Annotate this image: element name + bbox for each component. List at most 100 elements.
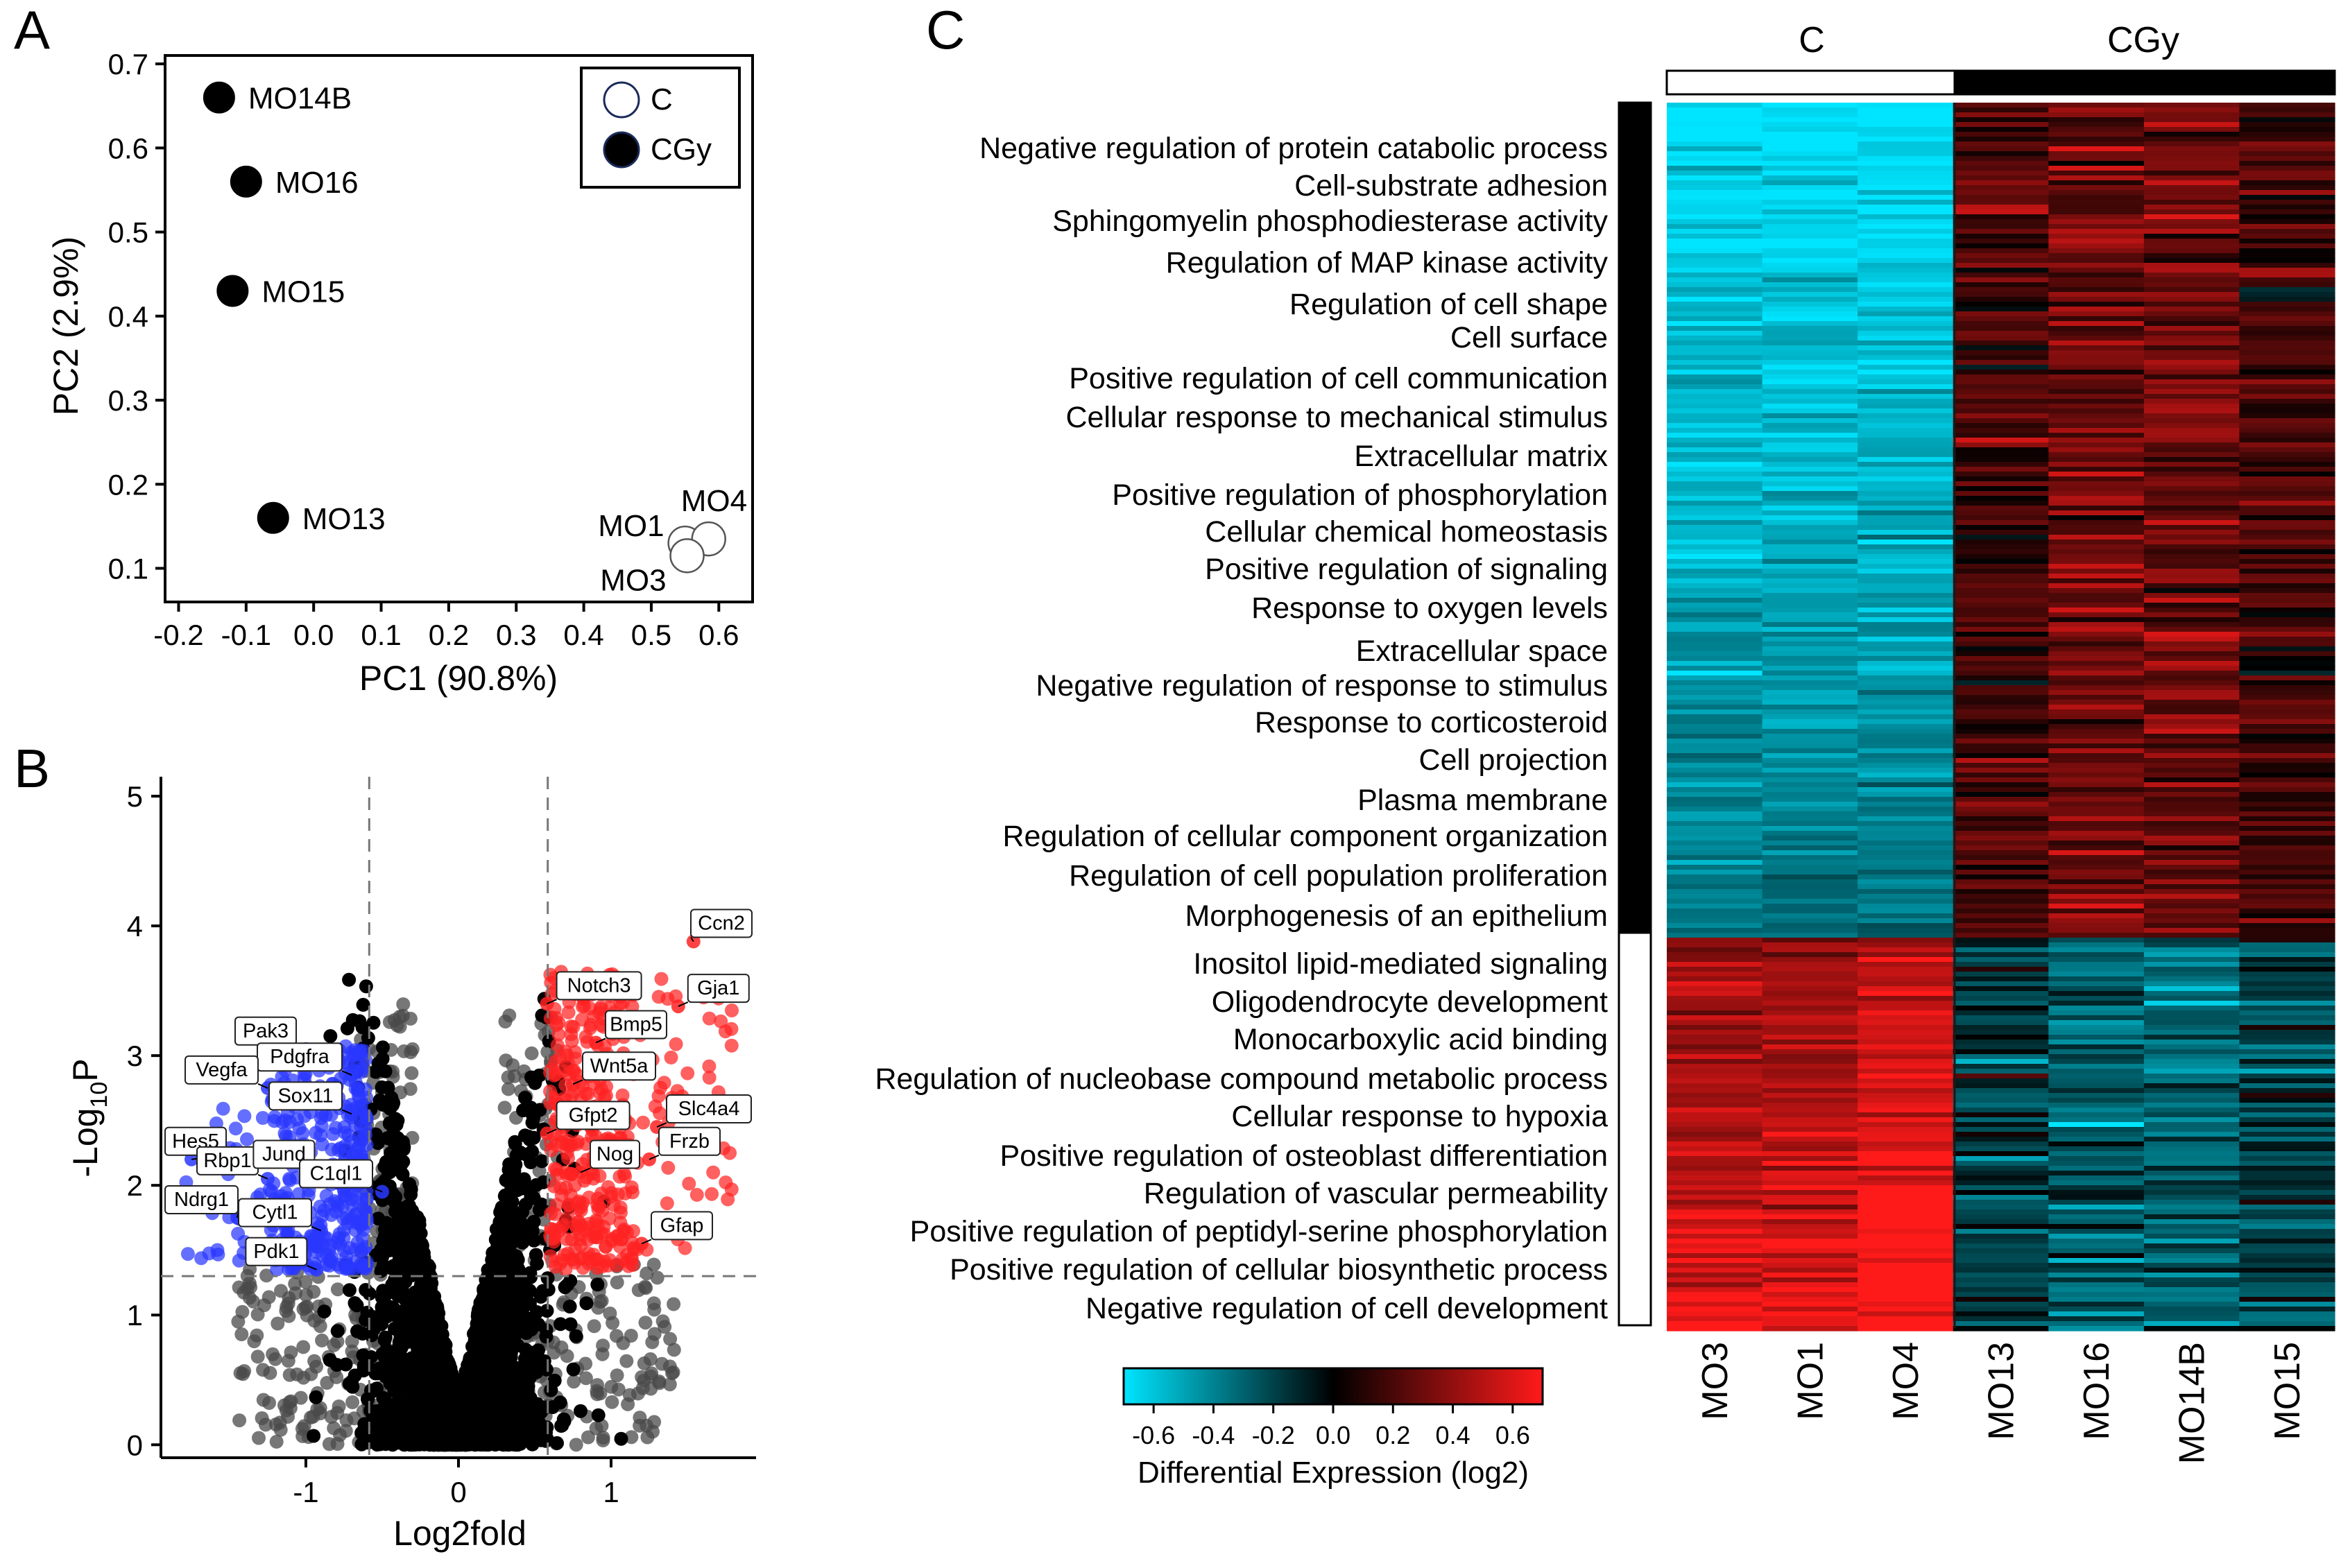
gene-label-leader [547, 999, 557, 1005]
heatmap-cell [1667, 185, 1763, 191]
pca-point-label: MO15 [261, 275, 345, 309]
heatmap-cell [1762, 258, 1858, 264]
volcano-point-ns [236, 1367, 250, 1381]
heatmap-cell [2048, 292, 2145, 298]
volcano-point-up [660, 992, 675, 1006]
heatmap-cell [2048, 408, 2145, 414]
volcano-point-up [654, 972, 669, 986]
volcano-point-ns [650, 1270, 664, 1285]
heatmap-cell [1858, 423, 1954, 429]
heatmap-cell [2048, 190, 2145, 196]
heatmap-cell [2048, 200, 2145, 205]
gene-label-box [268, 1081, 343, 1111]
heatmap-cell [2239, 341, 2335, 346]
heatmap-cell [2239, 166, 2335, 171]
heatmap-cell [2048, 273, 2145, 278]
heatmap-cell [2048, 374, 2145, 380]
heatmap-cell [1667, 146, 1763, 152]
volcano-point-up [661, 1160, 676, 1175]
heatmap-cell [1762, 345, 1858, 351]
heatmap-cell [1953, 326, 2049, 331]
heatmap-cell [2239, 200, 2335, 205]
heatmap-cell [2143, 311, 2240, 317]
pca-y-tick-label: 0.4 [108, 300, 148, 333]
volcano-point-up [682, 1176, 696, 1191]
heatmap-cell [2048, 234, 2145, 239]
heatmap-cell [1953, 316, 2049, 322]
heatmap-cell [2239, 171, 2335, 176]
heatmap-cell [1762, 132, 1858, 137]
heatmap-cell [1667, 214, 1763, 220]
heatmap-cell [1858, 365, 1954, 370]
heatmap-cell [1953, 345, 2049, 351]
heatmap-cell [2048, 112, 2145, 118]
volcano-point [370, 1136, 385, 1151]
heatmap-cell [2239, 137, 2335, 142]
volcano-point-up [669, 1037, 683, 1051]
volcano-point-down [339, 1261, 354, 1275]
heatmap-cell [1953, 224, 2049, 230]
gene-label-leader [307, 1264, 317, 1270]
volcano-point-ns [624, 1430, 639, 1445]
volcano-point [539, 1362, 554, 1377]
volcano-point-up [551, 1027, 566, 1042]
heatmap-cell [1953, 321, 2049, 327]
heatmap-cell [1953, 394, 2049, 399]
heatmap-cell [2048, 195, 2145, 200]
heatmap-cell [1953, 127, 2049, 132]
volcano-point-up [660, 1196, 674, 1211]
volcano-point [403, 1264, 417, 1279]
volcano-point [486, 1265, 500, 1280]
volcano-point-down [216, 1101, 230, 1116]
heatmap-cell [1762, 438, 1858, 443]
heatmap-cell [1858, 112, 1954, 118]
volcano-point-up [620, 1225, 634, 1240]
heatmap-cell [1667, 122, 1763, 128]
heatmap-cell [1953, 438, 2049, 443]
heatmap-cell [1858, 161, 1954, 166]
volcano-point [375, 1080, 389, 1094]
volcano-point-up [680, 1066, 695, 1080]
heatmap-cell [1953, 389, 2049, 395]
volcano-point-ns [246, 1294, 260, 1309]
heatmap-cell [1858, 224, 1954, 230]
volcano-point [355, 1020, 370, 1035]
heatmap-cell [1762, 355, 1858, 361]
heatmap-cell [1762, 287, 1858, 293]
volcano-point-down [180, 1247, 195, 1261]
heatmap-cell [2143, 336, 2240, 341]
volcano-point [521, 1284, 535, 1299]
heatmap-cell [1953, 408, 2049, 414]
heatmap-cell [2239, 365, 2335, 370]
heatmap-cell [1953, 418, 2049, 424]
volcano-point-up [561, 1151, 575, 1166]
volcano-point [539, 1329, 554, 1344]
volcano-point [426, 1399, 440, 1413]
heatmap-cell [2239, 190, 2335, 196]
heatmap-cell [1667, 350, 1763, 356]
heatmap-cell [1953, 331, 2049, 336]
volcano-point-ns [274, 1284, 288, 1298]
heatmap-cell [2239, 345, 2335, 351]
volcano-point-ns [330, 1282, 345, 1297]
legend-marker-cgy [603, 131, 640, 169]
heatmap-cell [1858, 243, 1954, 249]
volcano-point [547, 1373, 562, 1388]
heatmap-cell [2239, 277, 2335, 283]
heatmap-cell [1953, 341, 2049, 346]
heatmap-cell [1762, 161, 1858, 166]
heatmap-cell [2143, 379, 2240, 385]
volcano-point-ns [296, 1340, 311, 1354]
heatmap-cell [2048, 107, 2145, 113]
volcano-point-ns [345, 1395, 360, 1409]
heatmap-cell [2143, 175, 2240, 181]
pca-x-tick-label: 0.3 [496, 619, 536, 651]
heatmap-cell [1762, 423, 1858, 429]
heatmap-cell [1667, 248, 1763, 254]
volcano-point-ns [329, 1370, 344, 1384]
volcano-point-down [359, 1110, 374, 1124]
heatmap-cell [1858, 336, 1954, 341]
heatmap-cell [1858, 171, 1954, 176]
volcano-point [516, 1103, 531, 1118]
heatmap-cell [2239, 127, 2335, 132]
